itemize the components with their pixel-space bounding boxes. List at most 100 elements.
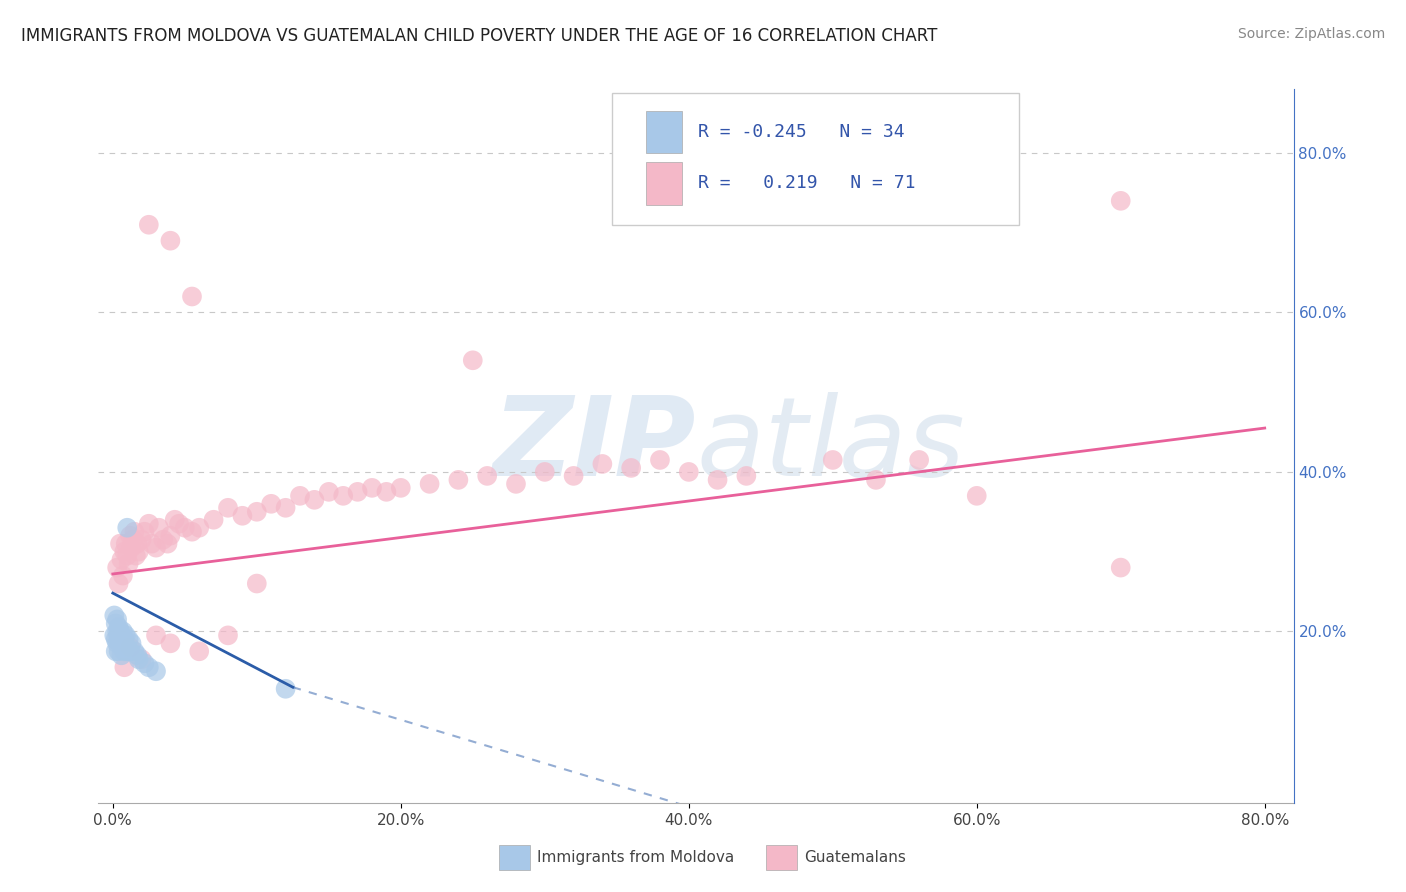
Point <box>274 681 297 696</box>
Text: Immigrants from Moldova: Immigrants from Moldova <box>537 850 734 864</box>
Point <box>127 536 149 550</box>
Point <box>105 624 128 639</box>
Point <box>865 473 887 487</box>
Point <box>112 632 135 647</box>
Point <box>706 473 728 487</box>
Point <box>112 660 135 674</box>
Point <box>1109 560 1132 574</box>
Bar <box>645 162 682 205</box>
Point <box>134 524 156 539</box>
Point <box>131 652 153 666</box>
Point <box>107 620 129 634</box>
Point <box>908 453 931 467</box>
Text: R =   0.219   N = 71: R = 0.219 N = 71 <box>699 175 915 193</box>
Point <box>231 508 253 523</box>
Point <box>105 612 128 626</box>
Point <box>648 453 671 467</box>
Point <box>118 557 141 571</box>
Point <box>620 461 643 475</box>
Point <box>103 608 125 623</box>
Point <box>735 469 758 483</box>
Point <box>121 636 143 650</box>
Point <box>152 533 174 547</box>
Point <box>821 453 844 467</box>
Point <box>110 632 132 647</box>
Point <box>108 628 131 642</box>
Point <box>111 624 134 639</box>
Point <box>108 536 131 550</box>
Point <box>127 648 149 663</box>
Point <box>163 513 186 527</box>
Point <box>304 492 326 507</box>
Point <box>419 476 441 491</box>
Point <box>120 644 142 658</box>
Point <box>145 665 167 679</box>
Point <box>141 536 163 550</box>
Point <box>134 657 156 671</box>
Point <box>145 541 167 555</box>
Point <box>217 500 239 515</box>
Point <box>318 484 340 499</box>
Point <box>125 549 148 563</box>
Point <box>447 473 470 487</box>
Point <box>122 533 145 547</box>
Point <box>217 628 239 642</box>
Text: Guatemalans: Guatemalans <box>804 850 905 864</box>
Point <box>966 489 988 503</box>
Point <box>124 644 146 658</box>
Point <box>505 476 527 491</box>
Text: Source: ZipAtlas.com: Source: ZipAtlas.com <box>1237 27 1385 41</box>
Point <box>115 640 138 655</box>
Point <box>108 624 131 639</box>
Point <box>461 353 484 368</box>
Point <box>112 644 135 658</box>
Point <box>111 636 134 650</box>
Point <box>108 636 131 650</box>
Point <box>105 560 128 574</box>
Point <box>110 552 132 566</box>
Text: IMMIGRANTS FROM MOLDOVA VS GUATEMALAN CHILD POVERTY UNDER THE AGE OF 16 CORRELAT: IMMIGRANTS FROM MOLDOVA VS GUATEMALAN CH… <box>21 27 938 45</box>
Point <box>115 644 138 658</box>
Point <box>121 541 143 555</box>
Point <box>274 500 297 515</box>
Point <box>128 652 150 666</box>
Point <box>181 289 204 303</box>
Point <box>202 513 225 527</box>
Point <box>260 497 283 511</box>
Point <box>115 549 138 563</box>
Point <box>104 632 127 647</box>
Point <box>188 644 211 658</box>
Point <box>246 576 269 591</box>
Point <box>148 521 170 535</box>
Point <box>156 536 179 550</box>
Point <box>138 660 160 674</box>
Point <box>159 529 181 543</box>
Point <box>111 568 134 582</box>
Point <box>105 636 128 650</box>
Point <box>181 524 204 539</box>
Point <box>477 469 499 483</box>
Point <box>115 521 138 535</box>
Point <box>138 218 160 232</box>
Point <box>112 544 135 558</box>
Point <box>118 632 141 647</box>
Bar <box>645 111 682 153</box>
Point <box>678 465 700 479</box>
Point <box>104 644 127 658</box>
Point <box>188 521 211 535</box>
Point <box>167 516 190 531</box>
Point <box>120 529 142 543</box>
Point <box>114 628 136 642</box>
Point <box>375 484 398 499</box>
Text: atlas: atlas <box>696 392 965 500</box>
Point <box>173 521 195 535</box>
Point <box>128 544 150 558</box>
Point <box>533 465 555 479</box>
Point <box>591 457 613 471</box>
Text: R = -0.245   N = 34: R = -0.245 N = 34 <box>699 123 905 141</box>
Point <box>361 481 384 495</box>
Point <box>107 576 129 591</box>
Point <box>110 648 132 663</box>
Point <box>131 533 153 547</box>
Point <box>114 536 136 550</box>
